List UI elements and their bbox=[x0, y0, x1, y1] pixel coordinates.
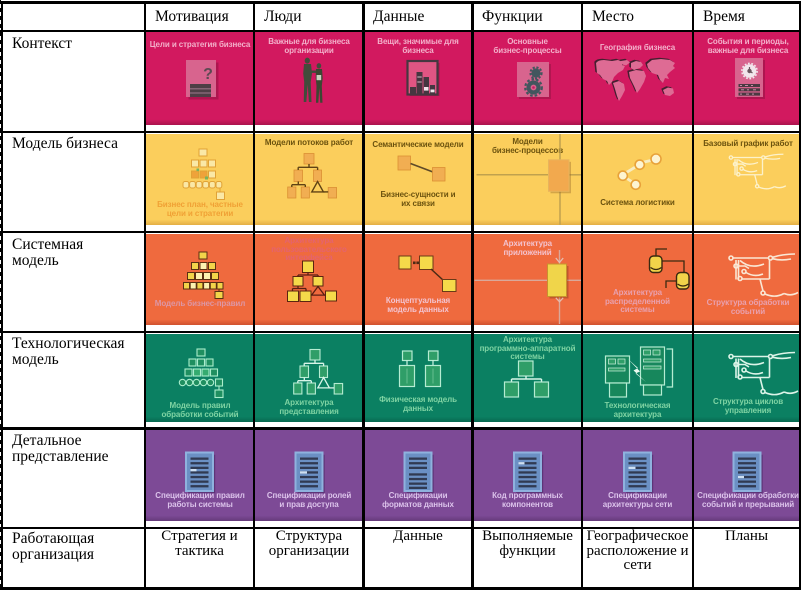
svg-text:?: ? bbox=[203, 66, 213, 83]
